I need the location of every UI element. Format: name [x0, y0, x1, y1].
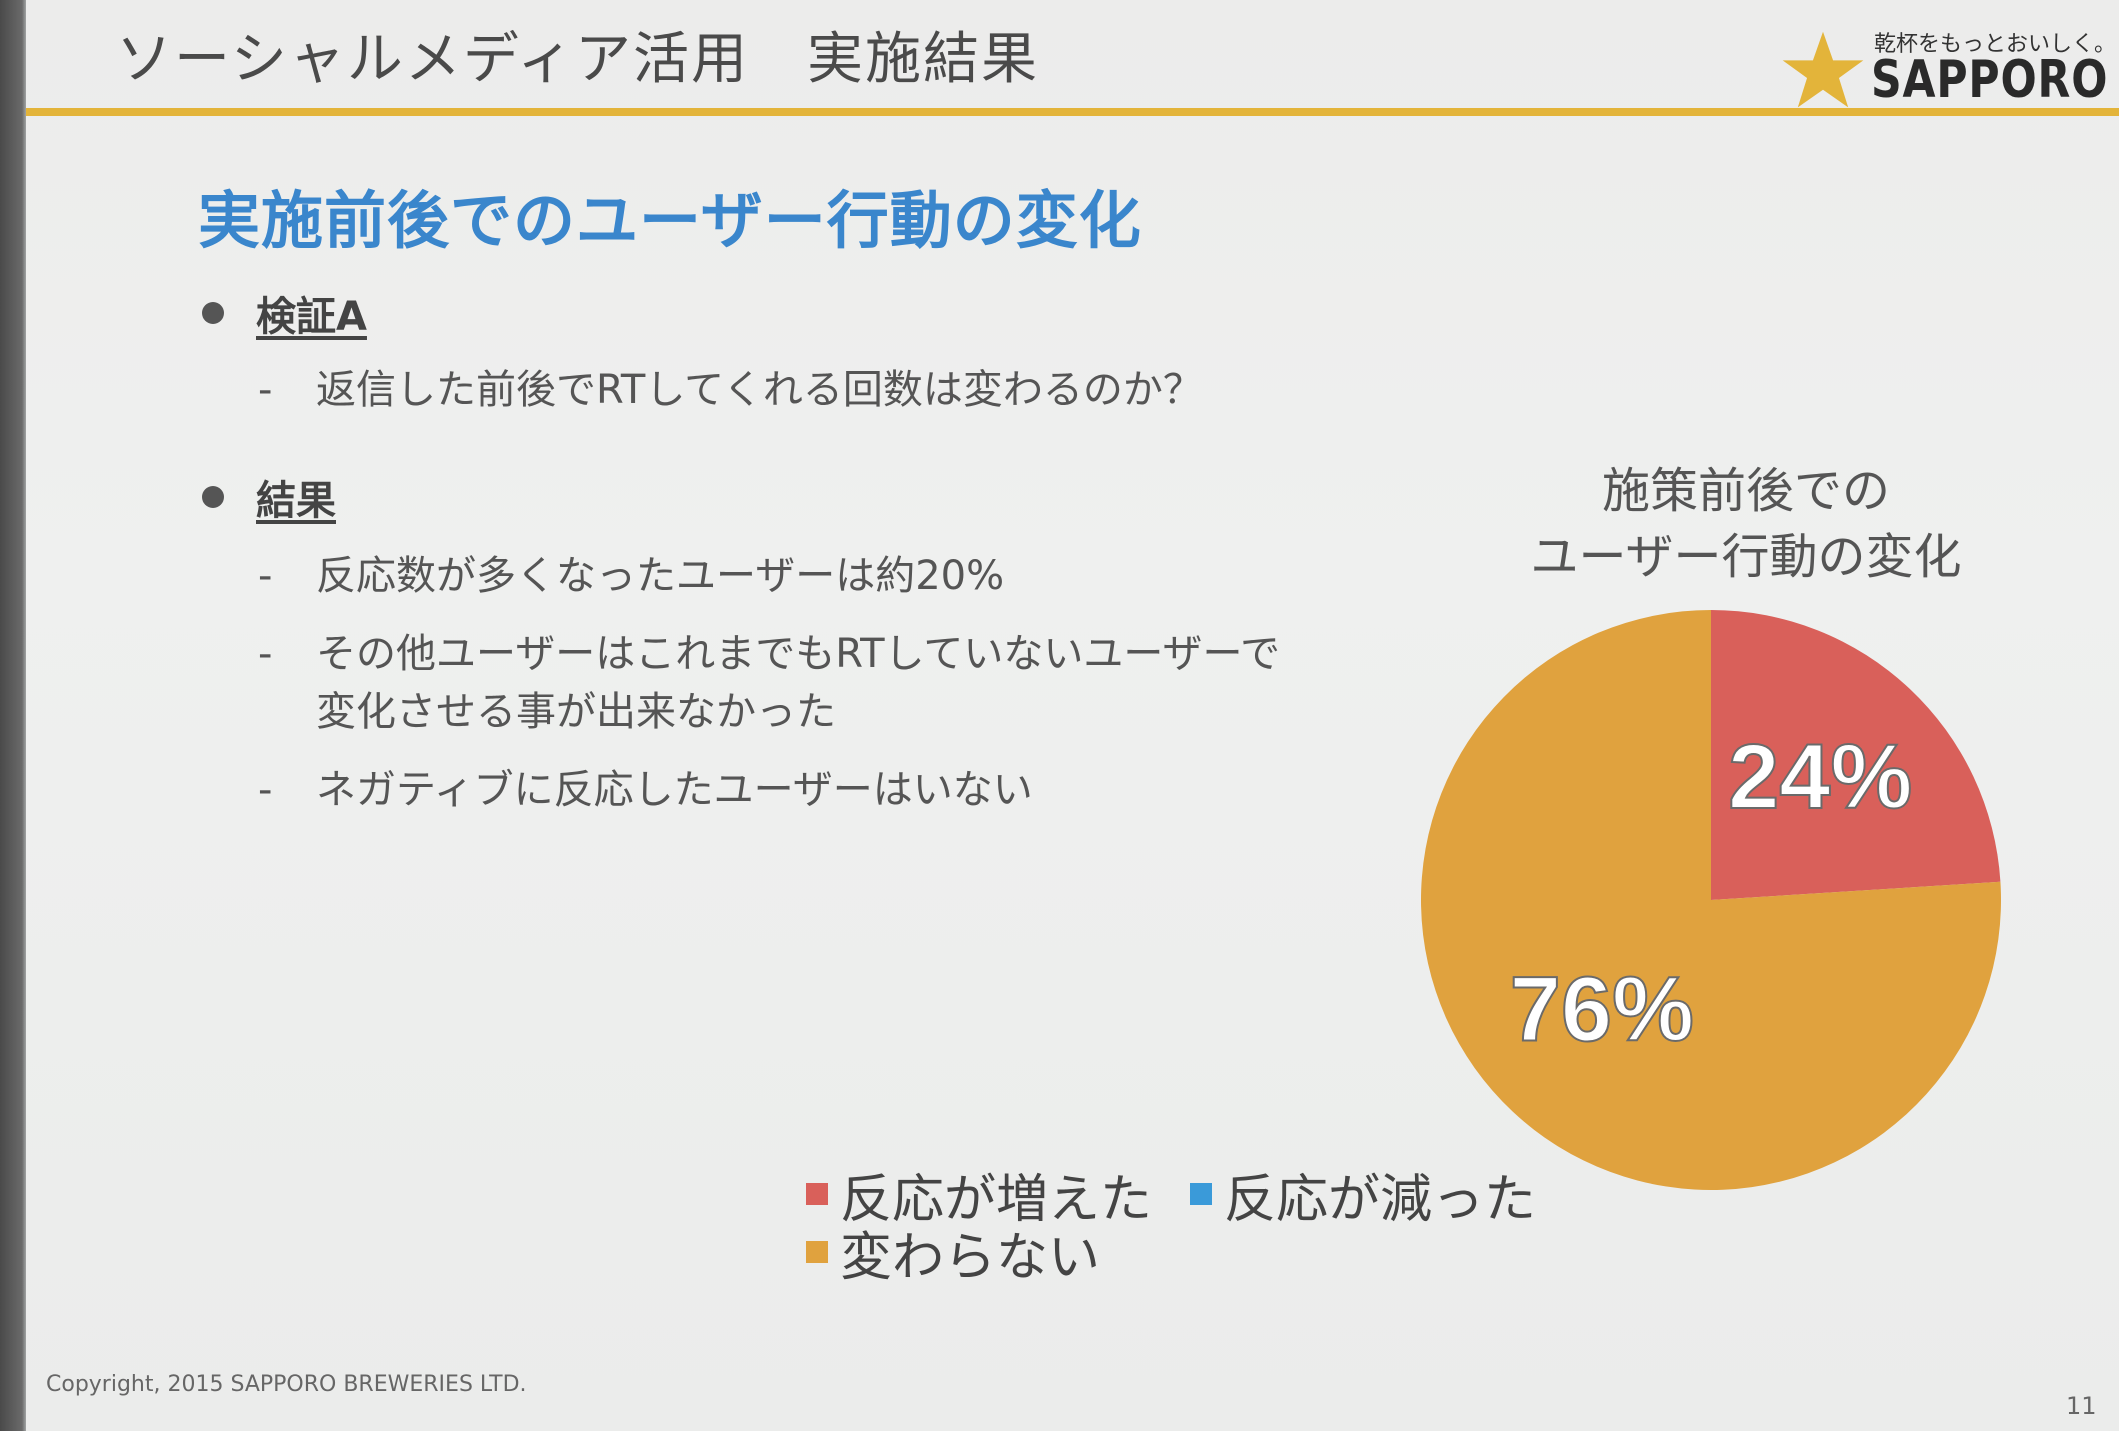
dash: - — [258, 631, 273, 677]
legend-swatch — [1190, 1183, 1213, 1205]
chart-title-line-2: ユーザー行動の変化 — [1530, 529, 1962, 585]
legend-item-increased: 反応が増えた — [806, 1157, 1152, 1232]
logo-text: SAPPORO — [1871, 50, 2109, 110]
section-heading: 実施前後でのユーザー行動の変化 — [198, 184, 1142, 257]
legend-label: 変わらない — [840, 1227, 1101, 1288]
slide: ソーシャルメディア活用 実施結果 乾杯をもっとおいしく。 SAPPORO 実施前… — [26, 0, 2119, 1431]
legend-item-unchanged: 変わらない — [806, 1215, 1100, 1290]
sapporo-logo: 乾杯をもっとおいしく。 SAPPORO — [1756, 26, 2116, 110]
bullet-result: 結果 — [202, 468, 336, 526]
legend-label: 反応が増えた — [840, 1169, 1153, 1230]
slide-title: ソーシャルメディア活用 実施結果 — [116, 27, 1039, 92]
legend-item-decreased: 反応が減った — [1190, 1157, 1536, 1232]
sub-item: - 反応数が多くなったユーザーは約20% — [258, 546, 1004, 606]
bullet-label: 検証A — [256, 294, 367, 340]
page-number: 11 — [2066, 1392, 2097, 1420]
bullet-label: 結果 — [256, 478, 336, 524]
pie-slice-2 — [1421, 610, 2001, 1190]
dash: - — [258, 367, 273, 413]
chart-legend: 反応が増えた 反応が減った 変わらない — [806, 1165, 1574, 1288]
copyright: Copyright, 2015 SAPPORO BREWERIES LTD. — [46, 1372, 527, 1397]
pie-chart: 24% 76% — [1421, 610, 2001, 1190]
chart-title-line-1: 施策前後での — [1601, 463, 1890, 519]
bullet-dot — [202, 302, 224, 324]
legend-swatch — [806, 1183, 828, 1205]
sub-item: - ネガティブに反応したユーザーはいない — [258, 760, 1033, 820]
header-divider — [26, 108, 2119, 116]
logo-tagline: 乾杯をもっとおいしく。 — [1874, 32, 2117, 57]
sub-item: - その他ユーザーはこれまでもRTしていないユーザーで — [258, 624, 1280, 684]
legend-swatch — [806, 1241, 828, 1263]
pie-slice-label-2: 76% — [1510, 959, 1694, 1061]
dash: - — [258, 553, 273, 599]
sub-item: - 返信した前後でRTしてくれる回数は変わるのか？ — [258, 360, 1203, 420]
sub-item-continued: 変化させる事が出来なかった — [316, 689, 836, 735]
star-icon — [1782, 31, 1864, 108]
pie-slice-0 — [1711, 610, 2001, 900]
bullet-verification: 検証A — [202, 284, 367, 342]
bullet-dot — [202, 486, 224, 508]
dash: - — [258, 767, 273, 813]
pie-slice-label-0: 24% — [1728, 726, 1912, 828]
legend-label: 反応が減った — [1224, 1169, 1537, 1230]
chart-title: 施策前後での ユーザー行動の変化 — [1426, 458, 2066, 590]
